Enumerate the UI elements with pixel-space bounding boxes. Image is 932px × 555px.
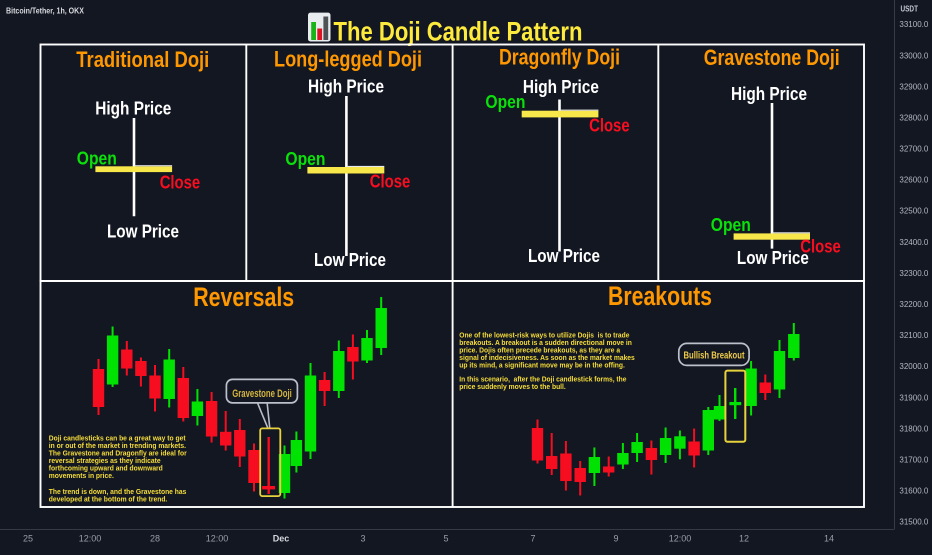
svg-text:31800.0: 31800.0 [899,424,928,433]
svg-text:developed at the bottom of the: developed at the bottom of the trend. [49,495,168,504]
svg-text:32300.0: 32300.0 [899,269,928,278]
svg-text:The trend is down, and the Gra: The trend is down, and the Gravestone ha… [49,487,187,496]
svg-text:High Price: High Price [308,76,384,97]
svg-text:High Price: High Price [731,83,807,104]
svg-text:12:00: 12:00 [79,534,102,544]
svg-text:breakouts. A breakout is a sud: breakouts. A breakout is a sudden direct… [459,338,632,347]
svg-text:5: 5 [443,534,448,544]
svg-text:price. Dojis often precede bre: price. Dojis often precede breakouts, as… [459,345,620,354]
svg-text:31500.0: 31500.0 [899,518,928,527]
svg-text:Close: Close [800,236,841,257]
svg-text:movements in price.: movements in price. [49,471,114,480]
svg-text:Breakouts: Breakouts [608,281,712,311]
svg-text:Dec: Dec [273,534,290,544]
svg-text:Close: Close [589,114,630,135]
svg-text:33000.0: 33000.0 [899,51,928,60]
svg-text:12:00: 12:00 [669,534,692,544]
svg-text:One of the lowest-risk ways to: One of the lowest-risk ways to utilize D… [459,331,630,340]
svg-text:Doji candlesticks can be a gre: Doji candlesticks can be a great way to … [49,434,186,443]
svg-text:Low Price: Low Price [737,247,809,268]
svg-text:The Doji Candle Pattern: The Doji Candle Pattern [334,16,583,46]
svg-text:signal of indecisiveness. As s: signal of indecisiveness. As soon as the… [459,353,635,362]
svg-text:Close: Close [370,171,411,192]
svg-text:Gravestone Doji: Gravestone Doji [704,45,840,70]
svg-text:Low Price: Low Price [528,245,600,266]
svg-text:The Gravestone and Dragonfly a: The Gravestone and Dragonfly are ideal f… [49,449,187,458]
svg-text:32100.0: 32100.0 [899,331,928,340]
svg-text:25: 25 [23,534,33,544]
svg-text:in or out of the market in tre: in or out of the market in trending mark… [49,441,186,450]
svg-text:Close: Close [160,172,201,193]
svg-text:28: 28 [150,534,160,544]
svg-text:Reversals: Reversals [193,282,294,312]
svg-text:Low Price: Low Price [314,249,386,270]
svg-text:32700.0: 32700.0 [899,145,928,154]
svg-text:31900.0: 31900.0 [899,393,928,402]
svg-text:33100.0: 33100.0 [899,20,928,29]
svg-text:Traditional Doji: Traditional Doji [76,47,209,72]
svg-text:Dragonfly Doji: Dragonfly Doji [499,45,620,70]
svg-text:12:00: 12:00 [206,534,229,544]
svg-text:32000.0: 32000.0 [899,362,928,371]
svg-text:price suddenly moves to the bu: price suddenly moves to the bull. [459,382,566,391]
svg-text:Gravestone Doji: Gravestone Doji [232,388,292,400]
svg-text:Open: Open [77,147,117,168]
svg-text:High Price: High Price [95,98,171,119]
svg-text:Open: Open [285,148,325,169]
svg-text:Bitcoin/Tether, 1h, OKX: Bitcoin/Tether, 1h, OKX [6,7,85,16]
svg-text:Open: Open [485,91,525,112]
svg-text:32500.0: 32500.0 [899,207,928,216]
svg-text:31700.0: 31700.0 [899,456,928,465]
svg-text:Bullish Breakout: Bullish Breakout [684,349,745,361]
svg-text:12: 12 [739,534,749,544]
svg-text:reversal strategies as they in: reversal strategies as they indicate [49,456,161,465]
svg-text:Low Price: Low Price [107,220,179,241]
svg-text:32200.0: 32200.0 [899,300,928,309]
svg-text:32800.0: 32800.0 [899,114,928,123]
svg-text:9: 9 [613,534,618,544]
svg-text:3: 3 [360,534,365,544]
svg-text:up its mind, a significant mov: up its mind, a significant move may be i… [459,360,625,369]
svg-text:High Price: High Price [523,76,599,97]
svg-text:32900.0: 32900.0 [899,82,928,91]
svg-text:In this scenario, after the D: In this scenario, after the Doji candles… [459,374,627,383]
svg-text:Long-legged Doji: Long-legged Doji [274,47,422,72]
svg-text:7: 7 [530,534,535,544]
svg-text:32600.0: 32600.0 [899,176,928,185]
svg-text:32400.0: 32400.0 [899,238,928,247]
svg-text:14: 14 [824,534,834,544]
svg-text:31600.0: 31600.0 [899,487,928,496]
svg-text:Open: Open [711,214,751,235]
svg-text:forthcoming upward and downwar: forthcoming upward and downward [49,464,163,473]
svg-text:USDT: USDT [901,4,919,14]
